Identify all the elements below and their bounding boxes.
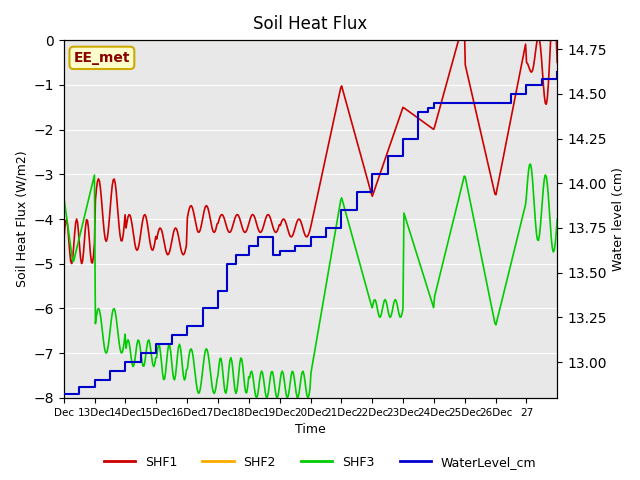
Title: Soil Heat Flux: Soil Heat Flux (253, 15, 367, 33)
X-axis label: Time: Time (295, 423, 326, 436)
Y-axis label: Water level (cm): Water level (cm) (612, 167, 625, 271)
Text: EE_met: EE_met (74, 51, 130, 65)
Y-axis label: Soil Heat Flux (W/m2): Soil Heat Flux (W/m2) (15, 151, 28, 288)
Legend: SHF1, SHF2, SHF3, WaterLevel_cm: SHF1, SHF2, SHF3, WaterLevel_cm (99, 451, 541, 474)
